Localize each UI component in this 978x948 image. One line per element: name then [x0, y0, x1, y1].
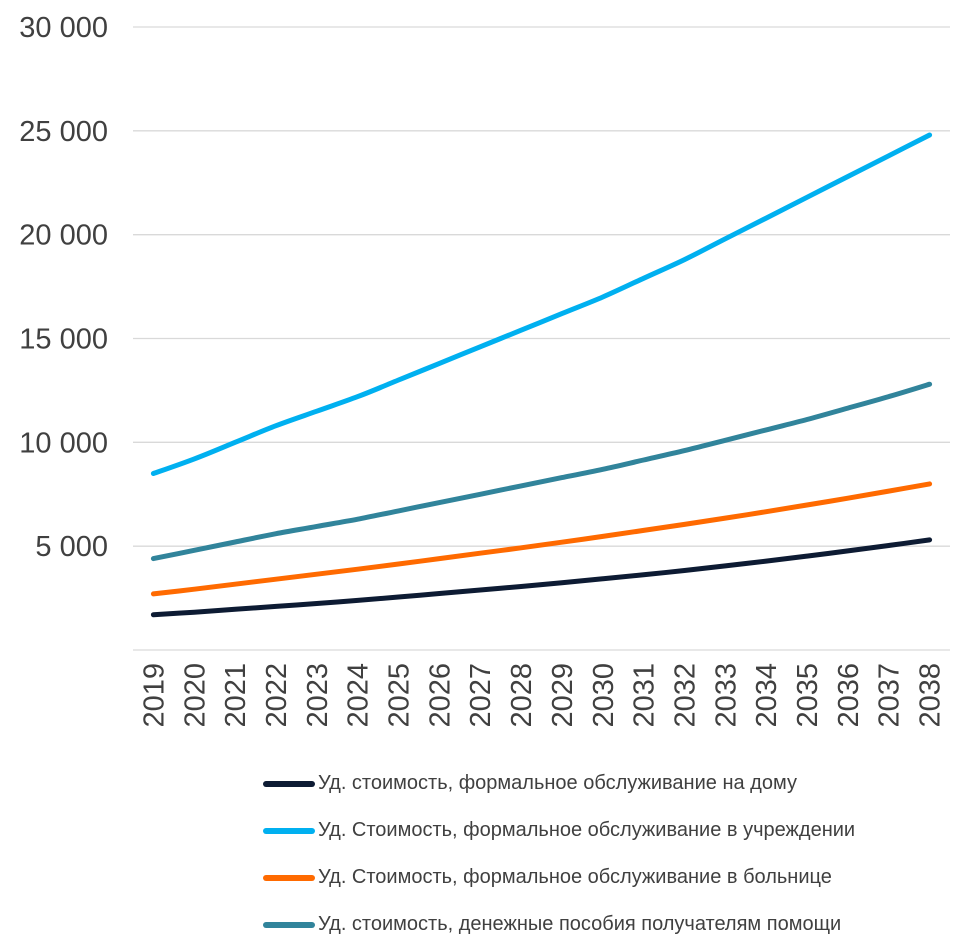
- x-tick-label: 2024: [343, 663, 375, 728]
- series-line: [150, 381, 933, 562]
- legend-item: Уд. Стоимость, формальное обслуживание в…: [263, 807, 855, 854]
- series-line: [150, 132, 933, 476]
- x-tick-label: 2028: [506, 663, 538, 728]
- legend-item: Уд. стоимость, формальное обслуживание н…: [263, 760, 855, 807]
- series-line: [150, 481, 933, 597]
- y-tick-label: 30 000: [19, 12, 108, 44]
- x-tick-label: 2034: [751, 663, 783, 728]
- legend-swatch: [263, 780, 315, 787]
- x-axis-ticks: 2019 2020 2021 2022 2023 2024 2025 2026 2027 2028…: [138, 663, 946, 728]
- legend-swatch: [263, 827, 315, 834]
- y-tick-label: 10 000: [19, 427, 108, 459]
- x-tick-label: 2029: [547, 663, 579, 728]
- y-tick-label: 20 000: [19, 220, 108, 252]
- y-axis-ticks: 5 000 10 000 15 000 20 000 25 000 30 000: [19, 12, 108, 563]
- legend-swatch: [263, 874, 315, 881]
- line-chart: 5 000 10 000 15 000 20 000 25 000 30 000 2019…: [19, 12, 950, 728]
- legend-label: Уд. стоимость, денежные пособия получате…: [318, 913, 842, 935]
- x-tick-label: 2023: [302, 663, 334, 728]
- x-tick-label: 2027: [465, 663, 497, 728]
- legend-label: Уд. Стоимость, формальное обслуживание в…: [318, 866, 832, 888]
- x-tick-label: 2022: [261, 663, 293, 728]
- legend-label: Уд. Стоимость, формальное обслуживание в…: [318, 819, 856, 841]
- legend-swatch: [263, 921, 315, 928]
- legend: Уд. стоимость, формальное обслуживание н…: [263, 760, 855, 948]
- legend-label: Уд. стоимость, формальное обслуживание н…: [318, 772, 797, 794]
- x-tick-label: 2025: [384, 663, 416, 728]
- x-tick-label: 2026: [424, 663, 456, 728]
- y-tick-label: 5 000: [35, 531, 108, 563]
- y-tick-label: 15 000: [19, 324, 108, 356]
- legend-item: Уд. Стоимость, формальное обслуживание в…: [263, 854, 855, 901]
- x-tick-label: 2031: [629, 663, 661, 728]
- x-tick-label: 2021: [220, 663, 252, 728]
- x-tick-label: 2038: [915, 663, 947, 728]
- x-tick-label: 2037: [874, 663, 906, 728]
- x-tick-label: 2019: [138, 663, 170, 728]
- x-tick-label: 2032: [669, 663, 701, 728]
- gridlines: [133, 26, 950, 547]
- series-line: [150, 537, 933, 618]
- x-tick-label: 2035: [792, 663, 824, 728]
- series-lines: [150, 132, 933, 618]
- x-tick-label: 2036: [833, 663, 865, 728]
- legend-item: Уд. стоимость, денежные пособия получате…: [263, 901, 855, 948]
- x-tick-label: 2033: [710, 663, 742, 728]
- y-tick-label: 25 000: [19, 116, 108, 148]
- x-tick-label: 2030: [588, 663, 620, 728]
- x-tick-label: 2020: [179, 663, 211, 728]
